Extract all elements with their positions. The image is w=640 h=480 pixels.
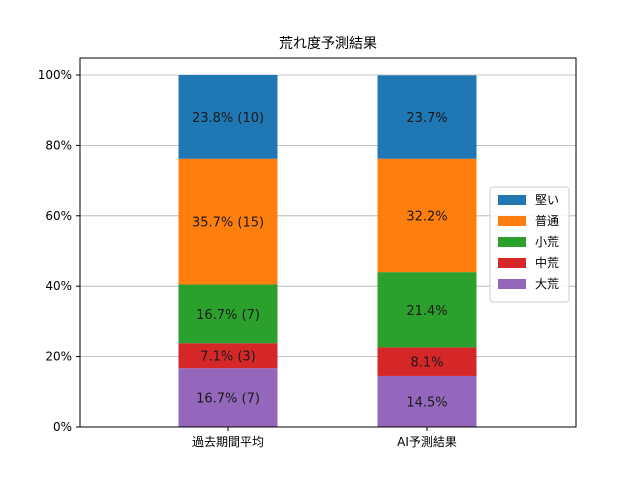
x-tick-label: 過去期間平均 [192,435,264,449]
bar-segment [178,284,278,344]
segment-label: 16.7% (7) [196,308,260,323]
legend-swatch [498,195,526,205]
y-tick-label: 60% [45,209,72,223]
bar-segment [377,75,477,159]
bars [178,75,477,427]
legend-label: 堅い [535,193,559,207]
y-tick-label: 20% [45,350,72,364]
legend-swatch [498,237,526,247]
y-tick-label: 100% [38,68,72,82]
bar-segment [178,75,278,159]
legend-label: 普通 [535,214,559,228]
bar-segment [178,158,278,285]
segment-label: 16.7% (7) [196,392,260,407]
y-axis-ticks: 0% 20% 40% 60% 80% 100% [38,68,80,434]
legend-label: 大荒 [535,277,559,291]
segment-label: 8.1% [410,356,443,371]
bar-segment [377,347,477,376]
bar-segment [377,158,477,273]
y-tick-label: 40% [45,279,72,293]
bar-segment [377,375,477,427]
x-axis-ticks: 過去期間平均 AI予測結果 [192,427,457,449]
segment-label: 21.4% [406,304,447,319]
legend-swatch [498,216,526,226]
segment-label: 32.2% [406,209,447,224]
segment-label: 35.7% (15) [192,216,264,231]
bar-segment [178,368,278,427]
legend-swatch [498,258,526,268]
legend-label: 中荒 [535,255,559,270]
segment-label: 7.1% (3) [200,350,256,365]
bar-segment [178,343,278,369]
legend-swatch [498,279,526,289]
bar-segment [377,272,477,348]
x-tick-label: AI予測結果 [397,435,457,449]
chart-title: 荒れ度予測結果 [279,36,377,52]
legend-box [489,186,570,303]
plot-frame [79,57,577,428]
legend-label: 小荒 [535,235,559,249]
y-tick-label: 80% [45,138,72,152]
segment-label: 14.5% [406,395,447,410]
segment-label: 23.7% [406,111,447,126]
segment-labels: 16.7% (7) 7.1% (3) 16.7% (7) 35.7% (15) 23.8… [192,111,448,411]
y-tick-label: 0% [53,420,72,434]
segment-label: 23.8% (10) [192,111,264,126]
